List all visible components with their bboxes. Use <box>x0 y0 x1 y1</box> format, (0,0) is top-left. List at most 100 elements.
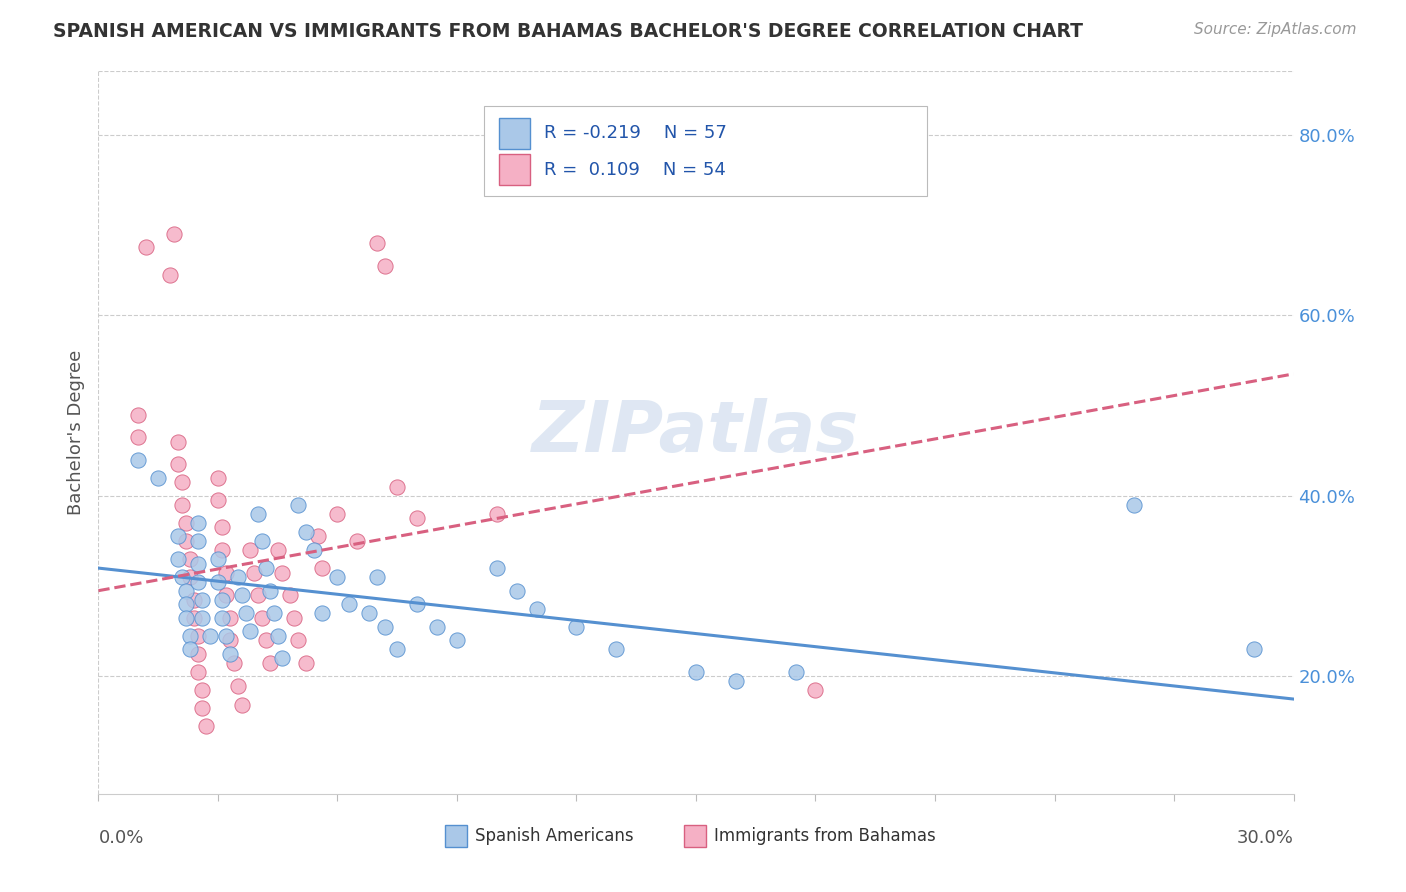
Point <box>311 607 333 621</box>
Point <box>198 629 221 643</box>
Point <box>174 597 197 611</box>
Point <box>179 642 201 657</box>
Point <box>804 683 827 698</box>
Point <box>446 633 468 648</box>
Point <box>685 665 707 679</box>
Point <box>222 656 245 670</box>
Point <box>346 533 368 548</box>
Point <box>485 507 508 521</box>
Point <box>187 516 209 530</box>
Point <box>172 475 194 490</box>
Point <box>259 656 281 670</box>
Point <box>270 566 292 580</box>
Point <box>167 552 190 566</box>
Point <box>1123 498 1146 512</box>
Point <box>326 570 349 584</box>
Point <box>250 611 273 625</box>
Point <box>135 240 157 254</box>
Point <box>307 529 329 543</box>
Point <box>226 678 249 692</box>
Text: Source: ZipAtlas.com: Source: ZipAtlas.com <box>1194 22 1357 37</box>
Point <box>1243 642 1265 657</box>
Point <box>294 524 316 539</box>
Point <box>374 259 396 273</box>
Point <box>219 611 242 625</box>
Point <box>565 620 588 634</box>
Point <box>359 607 381 621</box>
Point <box>311 561 333 575</box>
Point <box>211 543 233 558</box>
Point <box>267 629 290 643</box>
Point <box>183 611 205 625</box>
Point <box>127 430 149 444</box>
Point <box>226 570 249 584</box>
Point <box>485 561 508 575</box>
Point <box>159 268 181 282</box>
Point <box>207 493 229 508</box>
Point <box>724 673 747 688</box>
Point <box>172 498 194 512</box>
Point <box>426 620 449 634</box>
Point <box>339 597 361 611</box>
Point <box>235 607 257 621</box>
Point <box>211 520 233 534</box>
Point <box>246 507 269 521</box>
Point <box>385 642 409 657</box>
Text: SPANISH AMERICAN VS IMMIGRANTS FROM BAHAMAS BACHELOR'S DEGREE CORRELATION CHART: SPANISH AMERICAN VS IMMIGRANTS FROM BAHA… <box>53 22 1084 41</box>
Point <box>254 633 277 648</box>
Point <box>506 583 529 598</box>
Point <box>239 624 262 639</box>
Point <box>127 452 149 467</box>
Point <box>326 507 349 521</box>
Point <box>219 633 242 648</box>
Text: R =  0.109    N = 54: R = 0.109 N = 54 <box>544 161 725 178</box>
Point <box>263 607 285 621</box>
Text: 0.0%: 0.0% <box>98 829 143 847</box>
Point <box>231 588 253 602</box>
Point <box>172 570 194 584</box>
Point <box>207 574 229 589</box>
Point <box>148 471 170 485</box>
FancyBboxPatch shape <box>485 106 927 196</box>
Point <box>127 408 149 422</box>
Point <box>179 629 201 643</box>
Point <box>526 601 548 615</box>
Point <box>174 611 197 625</box>
Point <box>270 651 292 665</box>
Point <box>231 698 253 713</box>
Point <box>374 620 396 634</box>
Point <box>207 552 229 566</box>
Point <box>167 529 190 543</box>
Point <box>267 543 290 558</box>
Point <box>187 533 209 548</box>
Point <box>211 611 233 625</box>
Point <box>215 588 238 602</box>
Point <box>191 592 214 607</box>
Point <box>195 719 218 733</box>
Point <box>191 701 214 715</box>
Point <box>191 683 214 698</box>
Point <box>163 227 186 241</box>
FancyBboxPatch shape <box>499 154 530 185</box>
Point <box>207 471 229 485</box>
Point <box>187 629 209 643</box>
Point <box>278 588 301 602</box>
Point <box>183 592 205 607</box>
Point <box>179 552 201 566</box>
Point <box>191 611 214 625</box>
Point <box>406 597 429 611</box>
Point <box>215 566 238 580</box>
Point <box>219 647 242 661</box>
Text: Spanish Americans: Spanish Americans <box>475 827 634 845</box>
Text: Immigrants from Bahamas: Immigrants from Bahamas <box>714 827 935 845</box>
Point <box>174 533 197 548</box>
Point <box>250 533 273 548</box>
FancyBboxPatch shape <box>499 119 530 149</box>
Point <box>366 570 388 584</box>
Text: ZIPatlas: ZIPatlas <box>533 398 859 467</box>
Text: R = -0.219    N = 57: R = -0.219 N = 57 <box>544 125 727 143</box>
Point <box>187 557 209 571</box>
Y-axis label: Bachelor's Degree: Bachelor's Degree <box>66 350 84 516</box>
Point <box>167 457 190 471</box>
Point <box>254 561 277 575</box>
